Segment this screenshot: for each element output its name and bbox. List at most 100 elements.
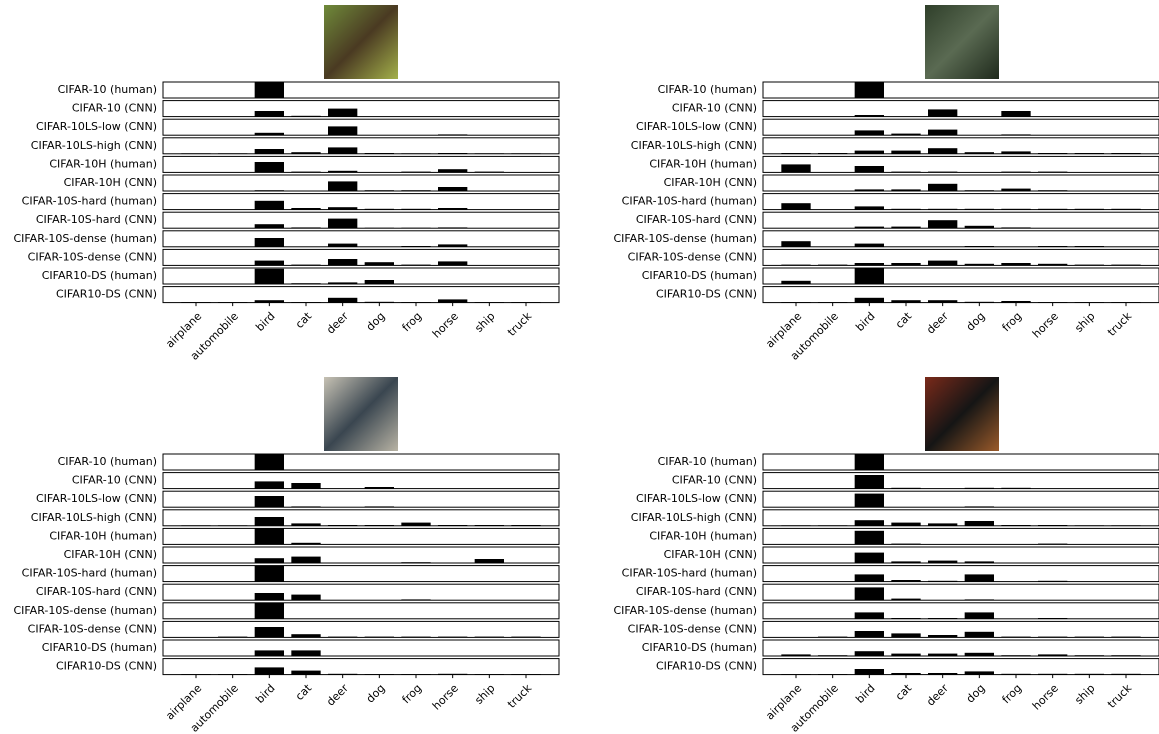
bar <box>365 153 394 154</box>
bar <box>891 227 920 229</box>
thumbnail <box>925 377 999 451</box>
x-tick-label: truck <box>1105 681 1135 711</box>
row-frame <box>163 212 559 228</box>
bar <box>1111 674 1140 675</box>
bar <box>855 115 884 117</box>
bar <box>1075 655 1104 656</box>
x-tick-label: dog <box>364 310 388 334</box>
bar <box>891 561 920 563</box>
bar <box>891 300 920 302</box>
bar <box>438 637 467 638</box>
x-tick-label: bird <box>253 682 277 706</box>
bar <box>438 674 467 675</box>
x-tick-label: deer <box>924 681 951 708</box>
bar <box>1001 151 1030 153</box>
x-tick-label: ship <box>1072 310 1097 335</box>
row-label: CIFAR-10S-hard (CNN) <box>36 585 157 598</box>
row-label: CIFAR-10 (human) <box>658 455 757 468</box>
bar <box>291 172 320 173</box>
bar <box>1001 263 1030 265</box>
row-label: CIFAR10-DS (human) <box>42 269 157 282</box>
row-frame <box>163 287 559 303</box>
row-label: CIFAR-10 (CNN) <box>72 474 157 487</box>
bar <box>291 227 320 228</box>
bar <box>1038 172 1067 173</box>
bar <box>1001 189 1030 191</box>
x-tick-label: truck <box>1105 309 1135 339</box>
bar <box>891 488 920 489</box>
row-label: CIFAR10-DS (CNN) <box>656 288 757 301</box>
bar <box>855 206 884 209</box>
row-frame <box>763 454 1159 470</box>
bar <box>365 280 394 284</box>
row-label: CIFAR-10LS-low (CNN) <box>36 120 157 133</box>
thumbnail <box>925 5 999 79</box>
row-frame <box>163 268 559 284</box>
bar <box>855 651 884 656</box>
x-tick-label: horse <box>430 309 461 340</box>
bar <box>1111 153 1140 154</box>
bar <box>255 224 284 228</box>
row-label: CIFAR-10S-dense (human) <box>13 232 157 245</box>
row-label: CIFAR-10 (CNN) <box>672 102 757 115</box>
bar <box>855 298 884 303</box>
bar <box>255 481 284 488</box>
bar <box>255 201 284 210</box>
row-frame <box>763 547 1159 563</box>
bar <box>255 593 284 600</box>
row-label: CIFAR-10LS-high (CNN) <box>631 139 757 152</box>
bar <box>781 265 810 266</box>
row-label: CIFAR-10H (human) <box>49 529 157 542</box>
bar <box>291 650 320 656</box>
row-label: CIFAR10-DS (human) <box>642 269 757 282</box>
row-label: CIFAR-10H (CNN) <box>664 548 757 561</box>
bar <box>891 673 920 675</box>
bar <box>855 520 884 526</box>
bar <box>781 281 810 284</box>
bar <box>891 544 920 545</box>
bar <box>965 488 994 489</box>
bar <box>1001 111 1030 117</box>
x-tick-label: frog <box>1000 310 1025 335</box>
row-frame <box>163 528 559 544</box>
bar <box>328 207 357 209</box>
bar <box>291 483 320 489</box>
bar <box>928 148 957 154</box>
bar <box>855 268 884 284</box>
bar <box>328 126 357 135</box>
bar <box>891 523 920 526</box>
bar <box>928 261 957 266</box>
x-tick-label: frog <box>1000 682 1025 707</box>
row-label: CIFAR-10H (CNN) <box>64 548 157 561</box>
x-tick-label: ship <box>472 310 497 335</box>
bar <box>855 574 884 581</box>
x-tick-label: cat <box>293 681 315 703</box>
bar <box>438 153 467 154</box>
bar <box>928 172 957 173</box>
bar <box>965 302 994 303</box>
row-frame <box>163 231 559 247</box>
bar <box>928 561 957 563</box>
bar <box>891 633 920 637</box>
bar <box>255 238 284 247</box>
row-label: CIFAR-10S-hard (human) <box>622 567 757 580</box>
row-label: CIFAR10-DS (human) <box>642 641 757 654</box>
bar <box>1001 172 1030 173</box>
bar <box>818 655 847 656</box>
bar <box>965 209 994 210</box>
bar <box>291 152 320 154</box>
bar <box>928 654 957 656</box>
x-tick-label: dog <box>364 682 388 706</box>
x-tick-label: frog <box>400 310 425 335</box>
bar <box>291 543 320 545</box>
bar <box>855 631 884 637</box>
row-frame <box>163 249 559 265</box>
bar <box>891 263 920 265</box>
bar <box>891 151 920 154</box>
row-frame <box>163 119 559 135</box>
row-frame <box>163 640 559 656</box>
bar <box>965 599 994 600</box>
bar <box>1038 654 1067 656</box>
row-frame <box>163 491 559 507</box>
bar <box>255 111 284 117</box>
